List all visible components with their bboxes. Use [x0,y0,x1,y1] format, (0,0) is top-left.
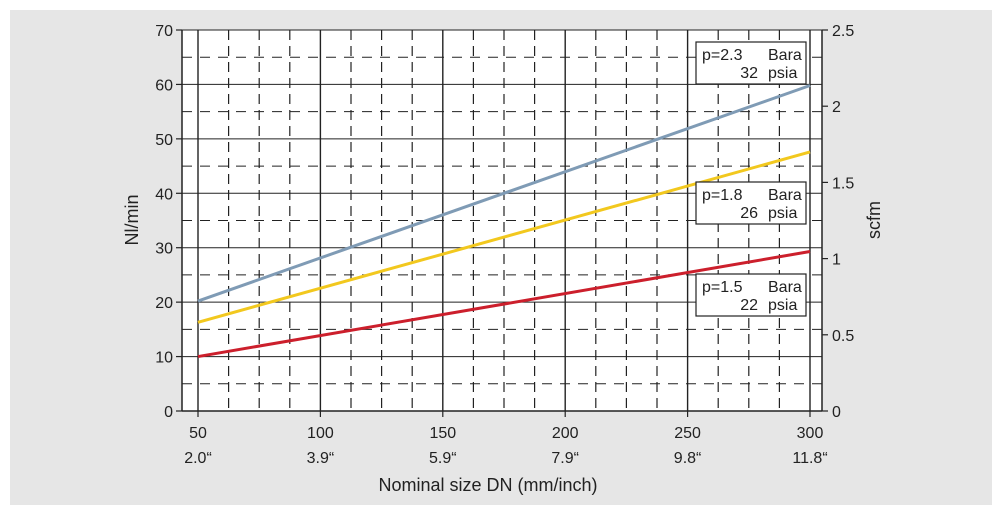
y2-tick-label: 0.5 [832,328,854,345]
series-pressure-bar: p=2.3 [702,47,743,64]
x-tick-label-mm: 50 [189,425,207,442]
series-pressure-psi: 32 [740,65,758,82]
x-tick-label-inch: 3.9“ [307,450,335,467]
chart-figure: 0 10 20 30 40 50 60 70 0 0.5 1 1.5 2 2.5 50 2.0“ 100 3.9“… [10,10,992,505]
series-label-frame [695,273,807,317]
y2-axis-title: scfm [864,201,884,239]
y-tick-label: 30 [155,241,173,258]
y-axis-title: Nl/min [122,194,142,245]
series-unit-bar: Bara [768,47,802,64]
y2-tick-label: 2.5 [832,23,854,40]
x-tick-label-inch: 9.8“ [674,450,702,467]
y-tick-label: 40 [155,186,173,203]
series-pressure-bar: p=1.5 [702,279,743,296]
x-tick-label-mm: 100 [307,425,334,442]
y-tick-label: 70 [155,23,173,40]
y-tick-label: 0 [164,404,173,421]
series-label-frame [695,41,807,85]
y-tick-label: 60 [155,77,173,94]
x-tick-label-mm: 200 [552,425,579,442]
axes [181,30,823,412]
y2-tick-label: 1 [832,252,841,269]
series-unit-psi: psia [768,297,797,314]
series-unit-psi: psia [768,65,797,82]
grid [182,29,822,412]
series-lines [197,84,811,359]
series-line-1 [197,84,811,303]
series-unit-bar: Bara [768,187,802,204]
series-label-box-1: p=2.3 Bara 32 psia [695,41,807,85]
x-tick-label-inch: 5.9“ [429,450,457,467]
series-labels: p=2.3 Bara 32 psia p=1.8 Bara 26 psia p=1.5 Bara 2… [695,41,807,317]
x-tick-label-inch: 7.9“ [551,450,579,467]
series-pressure-psi: 26 [740,205,758,222]
series-label-frame [695,181,807,225]
y2-tick-label: 0 [832,404,841,421]
series-label-box-2: p=1.8 Bara 26 psia [695,181,807,225]
x-tick-label-mm: 150 [429,425,456,442]
series-line-2 [197,150,811,324]
y2-tick-label: 1.5 [832,175,854,192]
x-tick-label-inch: 11.8“ [792,450,827,467]
series-label-box-3: p=1.5 Bara 22 psia [695,273,807,317]
y2-tick-label: 2 [832,99,841,116]
y-tick-label: 20 [155,295,173,312]
x-axis-title: Nominal size DN (mm/inch) [378,475,597,495]
series-pressure-psi: 22 [740,297,758,314]
series-line-3 [197,250,811,359]
x-tick-label-mm: 250 [674,425,701,442]
x-tick-label-mm: 300 [797,425,824,442]
y-tick-label: 50 [155,132,173,149]
series-unit-bar: Bara [768,279,802,296]
series-unit-psi: psia [768,205,797,222]
y-tick-label: 10 [155,350,173,367]
series-pressure-bar: p=1.8 [702,187,743,204]
x-tick-label-inch: 2.0“ [184,450,212,467]
tick-labels: 0 10 20 30 40 50 60 70 0 0.5 1 1.5 2 2.5 50 2.0“ 100 3.9“… [155,23,854,467]
chart-svg: 0 10 20 30 40 50 60 70 0 0.5 1 1.5 2 2.5 50 2.0“ 100 3.9“… [122,23,884,495]
